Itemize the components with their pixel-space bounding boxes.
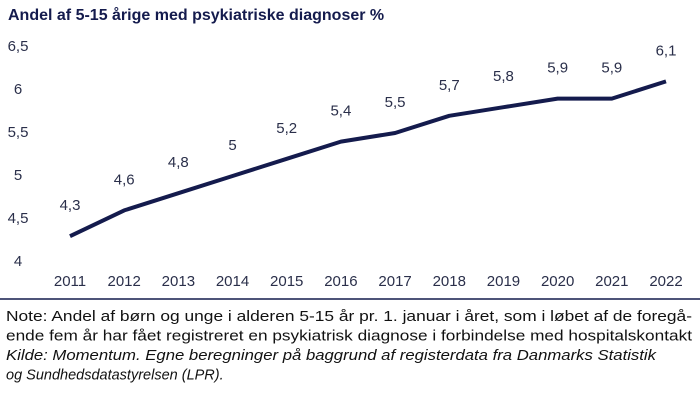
y-tick-label: 5,5 (8, 124, 29, 141)
x-tick-label: 2021 (595, 273, 628, 290)
y-tick-label: 5 (14, 167, 22, 184)
x-tick-label: 2014 (216, 273, 249, 290)
data-label: 6,1 (656, 42, 677, 59)
data-label: 4,6 (114, 171, 135, 188)
x-tick-label: 2022 (649, 273, 682, 290)
x-tick-label: 2016 (324, 273, 357, 290)
data-label: 5,5 (385, 94, 406, 111)
note-line: ende fem år har fået registreret en psyk… (6, 328, 692, 344)
data-label: 5,7 (439, 77, 460, 94)
data-label: 5,8 (493, 68, 514, 85)
x-tick-label: 2018 (433, 273, 466, 290)
x-tick-label: 2011 (54, 273, 86, 290)
data-label: 5,9 (601, 60, 622, 77)
source-line: Kilde: Momentum. Egne beregninger på bag… (6, 348, 657, 364)
data-label: 4,8 (168, 154, 189, 171)
chart-title: Andel af 5-15 årige med psykiatriske dia… (8, 6, 384, 24)
x-tick-label: 2012 (107, 273, 140, 290)
y-tick-label: 6,5 (8, 38, 29, 55)
data-label: 4,3 (60, 197, 81, 214)
x-tick-label: 2019 (487, 273, 520, 290)
data-label: 5,2 (276, 120, 297, 137)
x-tick-label: 2017 (378, 273, 411, 290)
data-label: 5,9 (547, 60, 568, 77)
data-line (69, 79, 667, 239)
x-tick-label: 2015 (270, 273, 303, 290)
x-tick-label: 2020 (541, 273, 574, 290)
y-tick-label: 4,5 (8, 210, 29, 227)
note-line: Note: Andel af børn og unge i alderen 5-… (6, 309, 692, 325)
y-tick-label: 6 (14, 81, 22, 98)
source-line: og Sundhedsdatastyrelsen (LPR). (6, 367, 224, 383)
y-tick-label: 4 (14, 253, 22, 270)
data-label: 5 (228, 137, 236, 154)
data-label: 5,4 (330, 103, 351, 120)
x-tick-label: 2013 (162, 273, 195, 290)
